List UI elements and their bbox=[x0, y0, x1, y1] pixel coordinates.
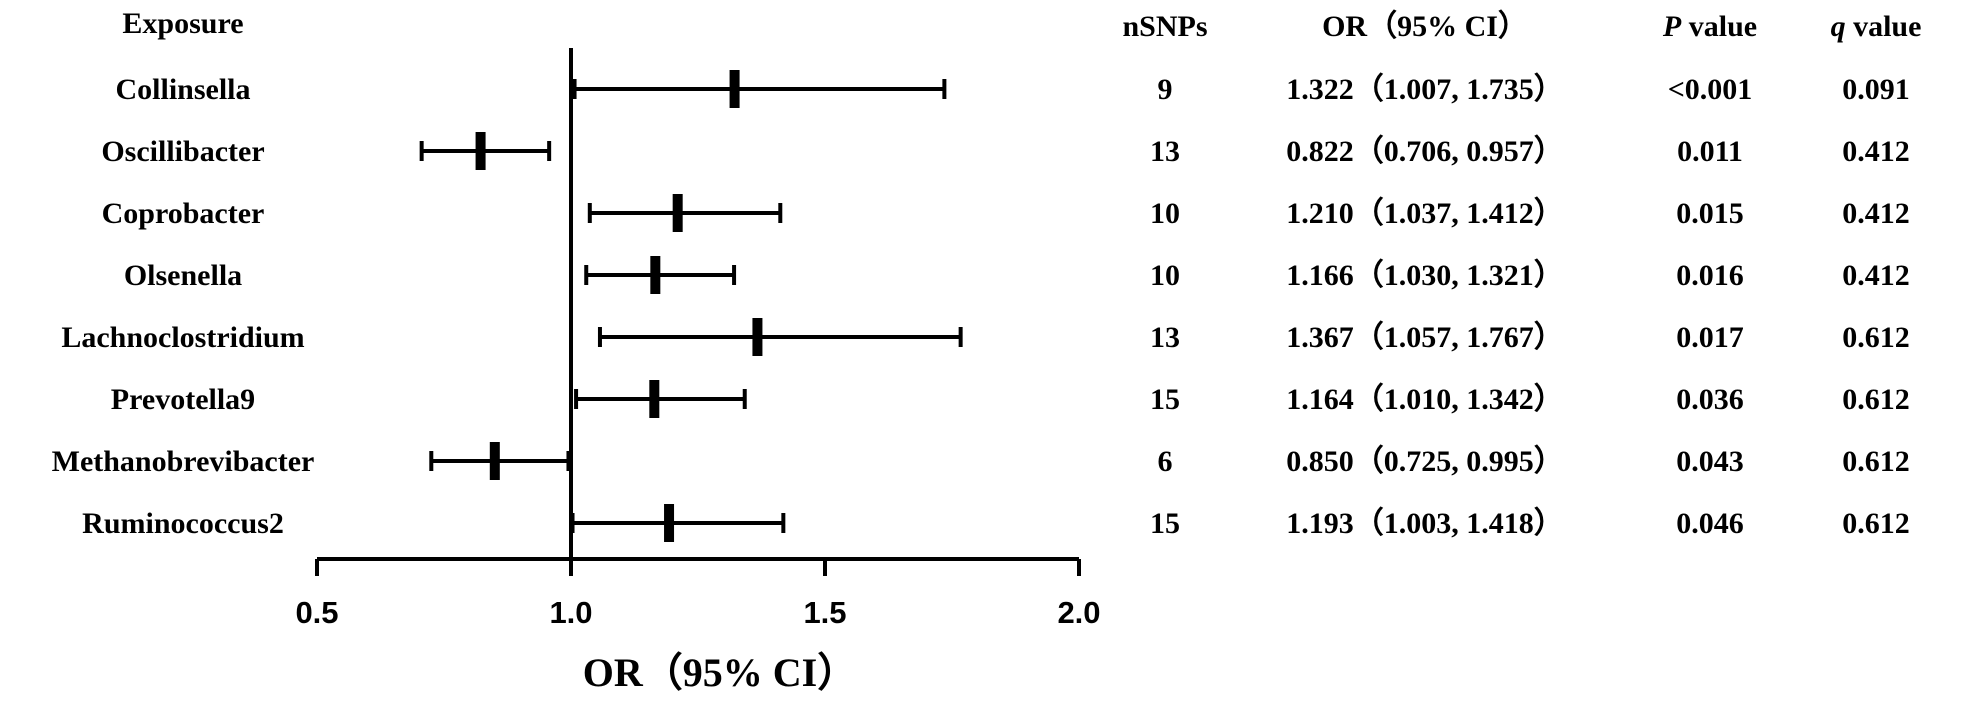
nsnps-value: 15 bbox=[1150, 383, 1180, 416]
x-axis-label: OR（95% CI） bbox=[583, 650, 857, 695]
exposure-label: Lachnoclostridium bbox=[61, 321, 304, 354]
nsnps-value: 15 bbox=[1150, 507, 1180, 540]
exposure-label: Prevotella9 bbox=[111, 383, 255, 416]
or-point-marker bbox=[752, 318, 763, 356]
forest-row: Prevotella9 15 1.164（1.010, 1.342） 0.036 0.6… bbox=[111, 380, 1910, 418]
exposure-label: Olsenella bbox=[124, 259, 242, 292]
header-nsnps: nSNPs bbox=[1122, 10, 1207, 43]
x-tick-label: 0.5 bbox=[295, 595, 338, 630]
or-ci-value: 1.166（1.030, 1.321） bbox=[1286, 258, 1564, 292]
nsnps-value: 9 bbox=[1158, 73, 1173, 106]
or-point-marker bbox=[729, 70, 740, 108]
q-value: 0.612 bbox=[1842, 321, 1910, 354]
or-point-marker bbox=[475, 132, 486, 170]
header-q-rest: value bbox=[1846, 10, 1922, 43]
forest-row: Collinsella 9 1.322（1.007, 1.735） <0.001 0.0… bbox=[115, 70, 1910, 108]
q-value: 0.412 bbox=[1842, 197, 1910, 230]
nsnps-value: 13 bbox=[1150, 135, 1180, 168]
or-point-marker bbox=[650, 256, 661, 294]
header-exposure: Exposure bbox=[122, 7, 243, 40]
forest-rows: Collinsella 9 1.322（1.007, 1.735） <0.001 0.0… bbox=[52, 70, 1910, 542]
nsnps-value: 13 bbox=[1150, 321, 1180, 354]
q-value: 0.612 bbox=[1842, 507, 1910, 540]
q-value: 0.412 bbox=[1842, 135, 1910, 168]
p-value: 0.046 bbox=[1676, 507, 1744, 540]
header-q-italic: q bbox=[1831, 10, 1846, 43]
forest-row: Methanobrevibacter 6 0.850（0.725, 0.995） 0.… bbox=[52, 442, 1910, 480]
p-value: <0.001 bbox=[1668, 73, 1753, 106]
or-ci-value: 1.322（1.007, 1.735） bbox=[1286, 72, 1564, 106]
p-value: 0.015 bbox=[1676, 197, 1744, 230]
exposure-label: Coprobacter bbox=[102, 197, 265, 230]
header-p-italic: P bbox=[1662, 10, 1682, 43]
header-p-value: P value bbox=[1662, 10, 1757, 43]
q-value: 0.091 bbox=[1842, 73, 1910, 106]
exposure-label: Oscillibacter bbox=[101, 135, 264, 168]
forest-row: Oscillibacter 13 0.822（0.706, 0.957） 0.011 0… bbox=[101, 132, 1910, 170]
p-value: 0.017 bbox=[1676, 321, 1744, 354]
or-point-marker bbox=[672, 194, 683, 232]
or-ci-value: 1.367（1.057, 1.767） bbox=[1286, 320, 1564, 354]
p-value: 0.036 bbox=[1676, 383, 1744, 416]
x-tick-label: 1.0 bbox=[549, 595, 592, 630]
forest-row: Coprobacter 10 1.210（1.037, 1.412） 0.015 0.4… bbox=[102, 194, 1910, 232]
or-ci-value: 1.193（1.003, 1.418） bbox=[1286, 506, 1564, 540]
nsnps-value: 10 bbox=[1150, 197, 1180, 230]
or-point-marker bbox=[489, 442, 500, 480]
or-ci-value: 1.210（1.037, 1.412） bbox=[1286, 196, 1564, 230]
x-tick-label: 2.0 bbox=[1057, 595, 1100, 630]
x-tick-label: 1.5 bbox=[803, 595, 846, 630]
nsnps-value: 10 bbox=[1150, 259, 1180, 292]
p-value: 0.016 bbox=[1676, 259, 1744, 292]
exposure-label: Methanobrevibacter bbox=[52, 445, 315, 478]
or-point-marker bbox=[664, 504, 675, 542]
q-value: 0.612 bbox=[1842, 383, 1910, 416]
q-value: 0.612 bbox=[1842, 445, 1910, 478]
or-ci-value: 1.164（1.010, 1.342） bbox=[1286, 382, 1564, 416]
or-ci-value: 0.822（0.706, 0.957） bbox=[1286, 134, 1564, 168]
or-ci-value: 0.850（0.725, 0.995） bbox=[1286, 444, 1564, 478]
header-q-value: q value bbox=[1831, 10, 1922, 43]
or-point-marker bbox=[649, 380, 660, 418]
exposure-label: Ruminococcus2 bbox=[82, 507, 284, 540]
x-axis-tick-labels: 0.5 1.0 1.5 2.0 bbox=[295, 595, 1100, 630]
q-value: 0.412 bbox=[1842, 259, 1910, 292]
p-value: 0.011 bbox=[1677, 135, 1743, 168]
header-p-rest: value bbox=[1681, 10, 1757, 43]
header-or-ci: OR（95% CI） bbox=[1322, 9, 1528, 43]
exposure-label: Collinsella bbox=[115, 73, 250, 106]
p-value: 0.043 bbox=[1676, 445, 1744, 478]
x-axis-ticks bbox=[315, 559, 1081, 576]
nsnps-value: 6 bbox=[1158, 445, 1173, 478]
forest-row: Ruminococcus2 15 1.193（1.003, 1.418） 0.046 0… bbox=[82, 504, 1910, 542]
forest-row: Lachnoclostridium 13 1.367（1.057, 1.767） 0.… bbox=[61, 318, 1910, 356]
forest-row: Olsenella 10 1.166（1.030, 1.321） 0.016 0.412 bbox=[124, 256, 1910, 294]
